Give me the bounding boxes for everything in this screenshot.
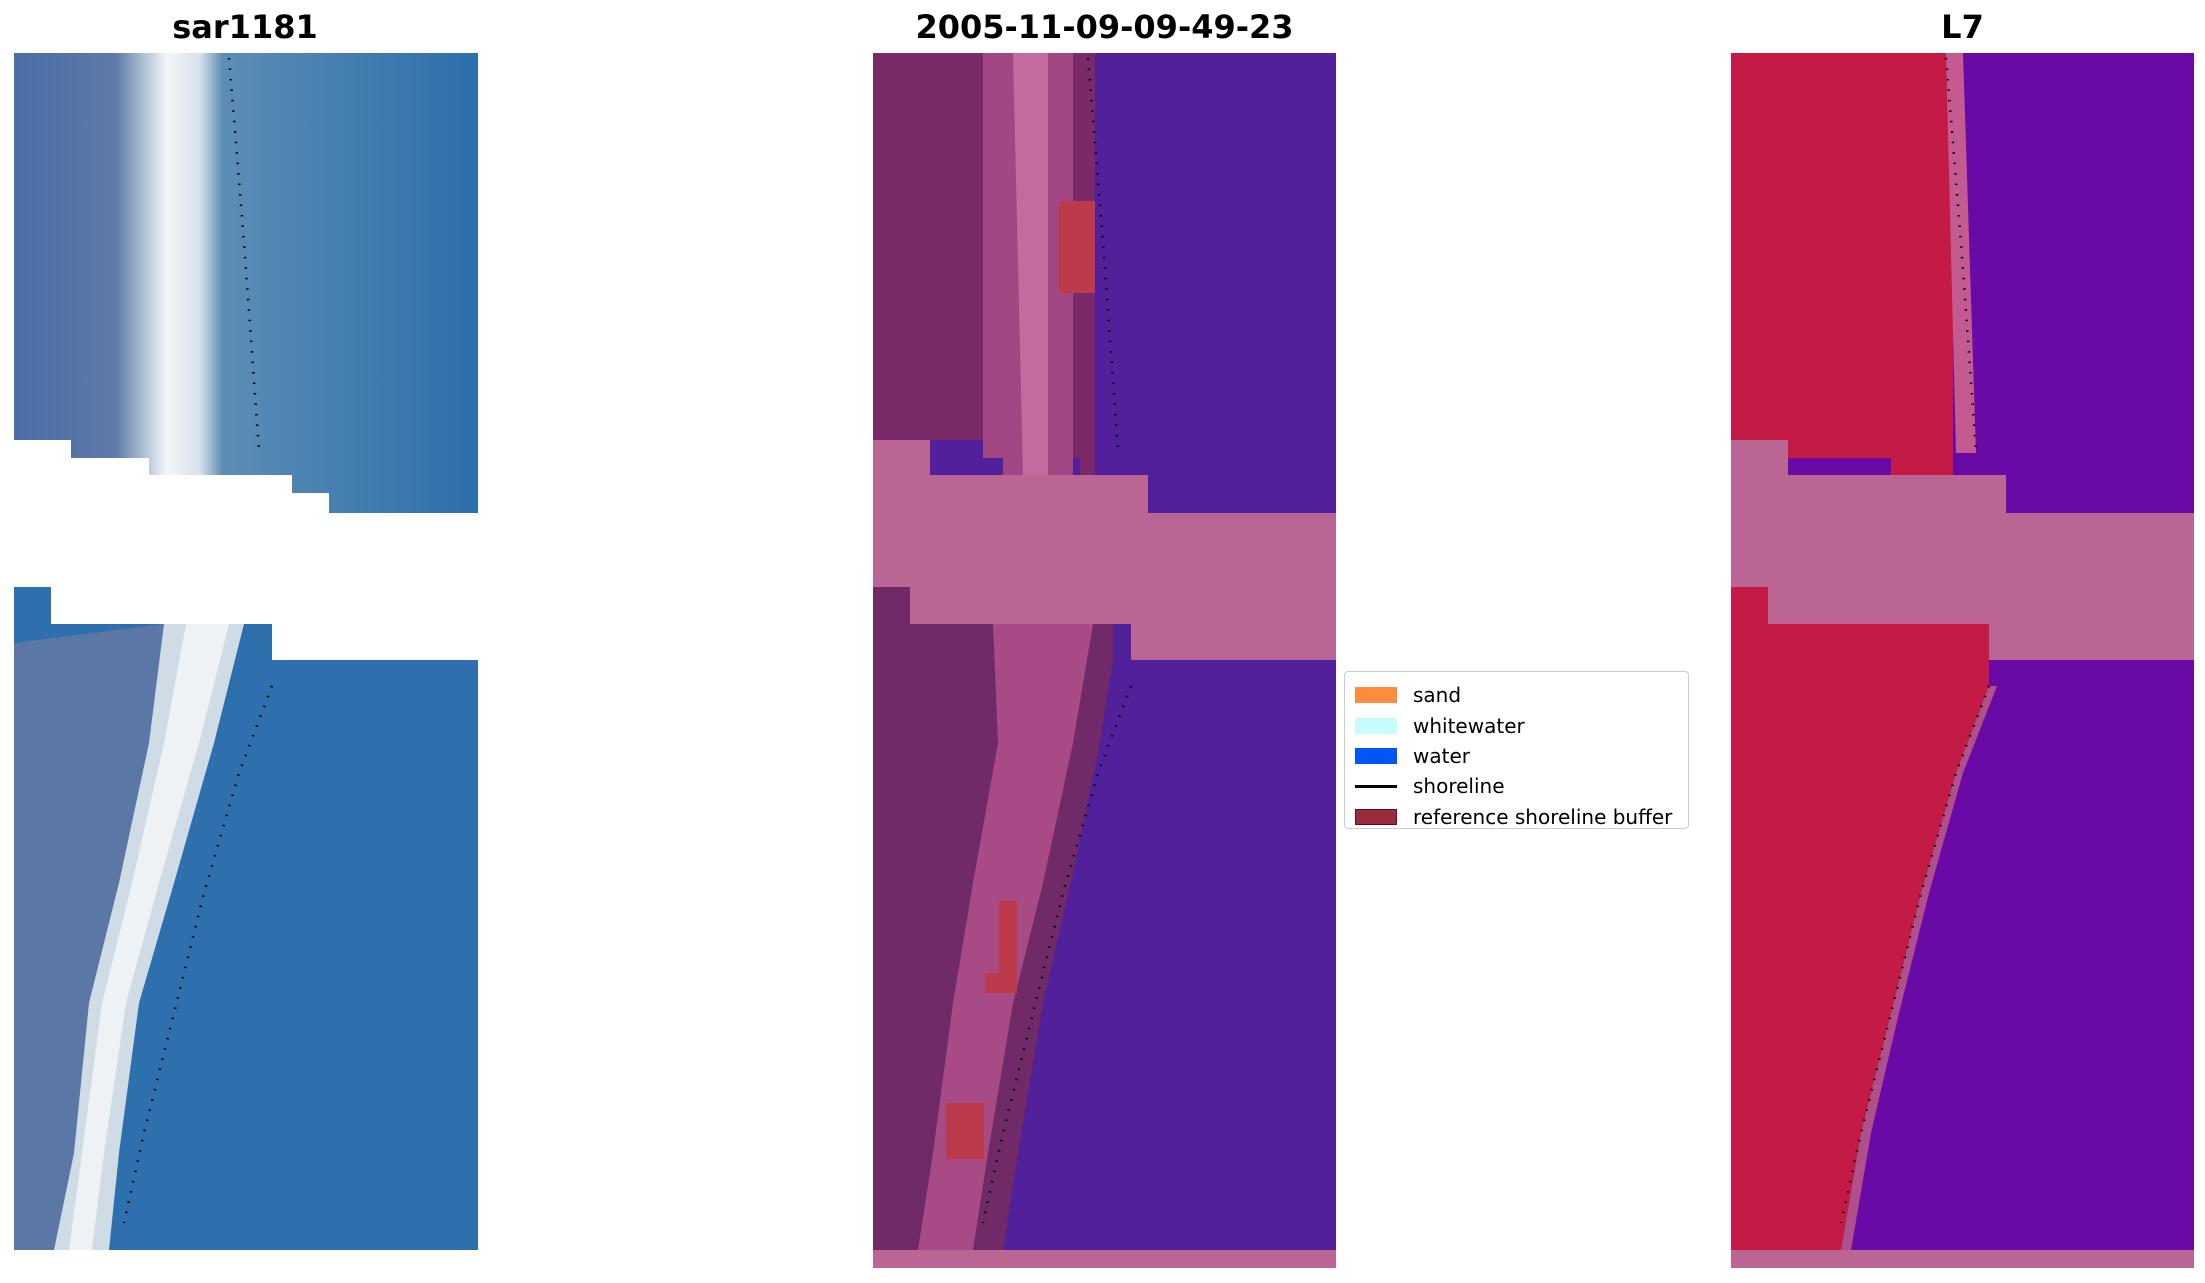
legend-label: sand: [1413, 683, 1462, 708]
cloud-band: [873, 440, 1336, 660]
buffer-patch: [999, 901, 1017, 993]
rgb-image-panel: [14, 53, 478, 1250]
index-image-panel: [1731, 53, 2194, 1268]
legend-item-whitewater: whitewater: [1355, 710, 1678, 740]
buffer-patch: [1059, 201, 1095, 293]
legend: sand whitewater water shoreline referenc…: [1344, 671, 1689, 829]
legend-label: water: [1413, 743, 1470, 768]
panel-title-index: L7: [1941, 8, 1984, 46]
cloud-band: [1731, 440, 2194, 660]
legend-item-water: water: [1355, 741, 1678, 771]
legend-swatch-whitewater: [1355, 717, 1397, 734]
legend-swatch-buffer: [1355, 808, 1397, 825]
buffer-patch: [985, 973, 1015, 993]
legend-swatch-sand: [1355, 687, 1397, 704]
legend-swatch-shoreline: [1355, 784, 1397, 788]
classified-image-panel: [873, 53, 1336, 1268]
buffer-patch: [946, 1103, 984, 1159]
legend-label: whitewater: [1413, 713, 1525, 738]
legend-item-sand: sand: [1355, 680, 1678, 710]
panel-title-rgb: sar1181: [172, 8, 318, 46]
rgb-top-region: [14, 53, 478, 513]
legend-swatch-water: [1355, 747, 1397, 764]
legend-label: shoreline: [1413, 774, 1505, 799]
legend-item-shoreline: shoreline: [1355, 771, 1678, 801]
legend-label: reference shoreline buffer: [1413, 804, 1673, 829]
panel-title-classified: 2005-11-09-09-49-23: [915, 8, 1294, 46]
legend-item-buffer: reference shoreline buffer: [1355, 802, 1678, 832]
